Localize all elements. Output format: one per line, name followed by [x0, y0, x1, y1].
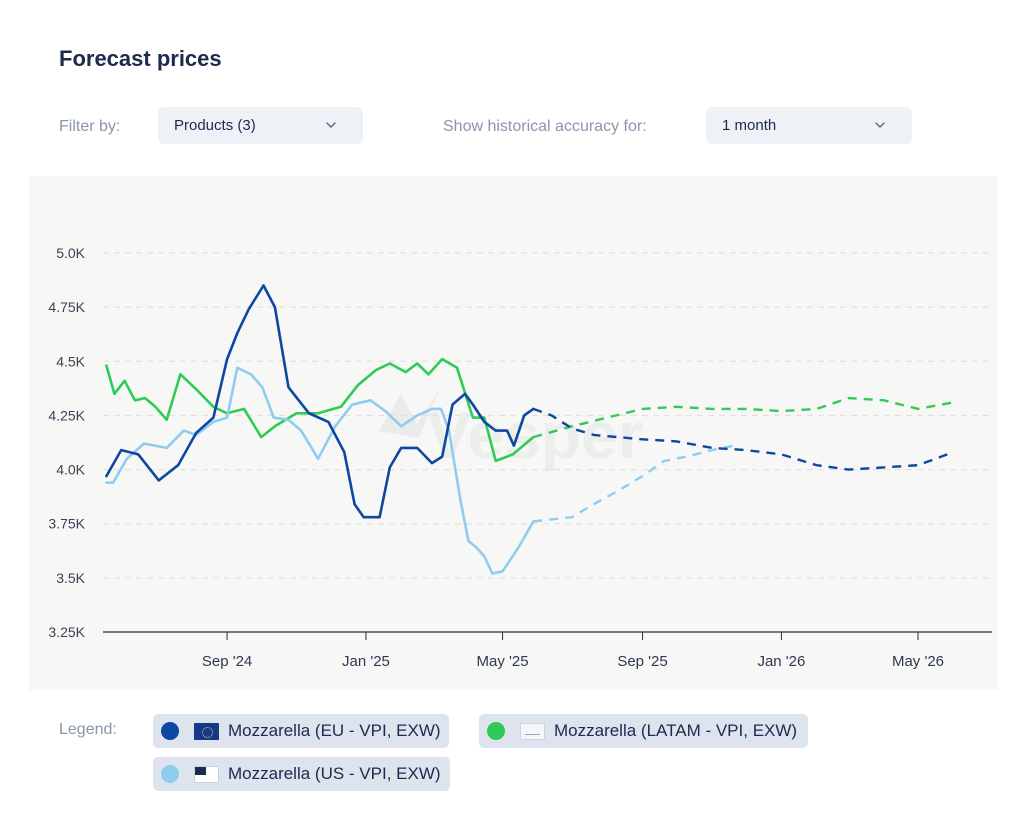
filter-by-label: Filter by:: [59, 118, 121, 135]
eu-series-dot: [161, 722, 179, 740]
us-history-line: [105, 366, 535, 575]
legend-item-label: Mozzarella (LATAM - VPI, EXW): [554, 721, 798, 740]
accuracy-label: Show historical accuracy for:: [443, 118, 647, 135]
y-tick-label: 4.75K: [48, 299, 85, 315]
accuracy-dropdown-value: 1 month: [722, 117, 777, 134]
us-series-dot: [161, 765, 179, 783]
eu-flag-icon: [194, 722, 219, 740]
latam-series-dot: [487, 722, 505, 740]
latam-flag-icon: [520, 722, 545, 740]
latam-history-line: [105, 357, 535, 463]
y-tick-label: 3.5K: [56, 570, 85, 586]
legend-label: Legend:: [59, 721, 117, 738]
us-flag-icon: [194, 765, 219, 783]
x-tick-label: Jan '26: [757, 653, 805, 670]
legend-item-us[interactable]: Mozzarella (US - VPI, EXW): [153, 757, 450, 791]
eu-forecast-line: [532, 407, 954, 471]
y-tick-label: 4.5K: [56, 353, 85, 369]
watermark-logo: Vesper: [379, 390, 644, 472]
page-title: Forecast prices: [59, 46, 222, 71]
eu-history-line: [105, 284, 535, 519]
y-tick-label: 4.25K: [48, 407, 85, 423]
x-tick-label: Sep '25: [617, 653, 667, 670]
y-tick-label: 3.75K: [48, 516, 85, 532]
y-tick-label: 4.0K: [56, 462, 85, 478]
accuracy-dropdown[interactable]: 1 month: [706, 107, 912, 144]
x-tick-label: May '25: [477, 653, 529, 670]
chevron-down-icon: [875, 122, 885, 128]
legend-item-label: Mozzarella (US - VPI, EXW): [228, 764, 441, 783]
products-dropdown[interactable]: Products (3): [158, 107, 363, 144]
forecast-line-chart[interactable]: Vesper 3.25K 3.5K 3.75K 4.0K 4.25K 4.5K 4.75K 5…: [29, 176, 998, 690]
forecast-chart-panel: Vesper 3.25K 3.5K 3.75K 4.0K 4.25K 4.5K 4.75K 5…: [29, 176, 998, 690]
x-tick-label: May '26: [892, 653, 944, 670]
y-tick-label: 3.25K: [48, 624, 85, 640]
legend-item-label: Mozzarella (EU - VPI, EXW): [228, 721, 441, 740]
products-dropdown-value: Products (3): [174, 117, 256, 134]
latam-forecast-line: [532, 396, 954, 439]
x-tick-label: Jan '25: [342, 653, 390, 670]
x-tick-label: Sep '24: [202, 653, 252, 670]
us-forecast-line: [533, 444, 734, 523]
legend-item-latam[interactable]: Mozzarella (LATAM - VPI, EXW): [479, 714, 808, 748]
chevron-down-icon: [326, 122, 336, 128]
legend-item-eu[interactable]: Mozzarella (EU - VPI, EXW): [153, 714, 449, 748]
y-tick-label: 5.0K: [56, 245, 85, 261]
